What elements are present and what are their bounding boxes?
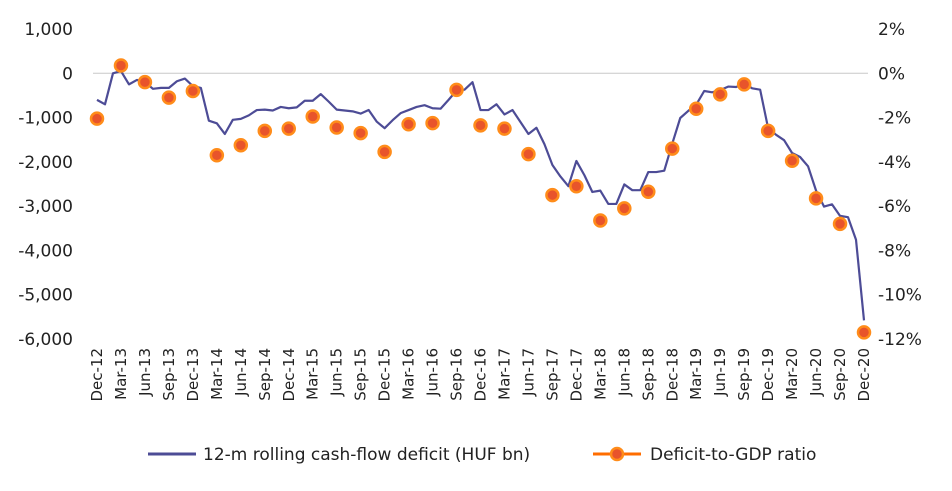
right-tick-label: -8% xyxy=(878,241,911,261)
deficit-to-gdp-point xyxy=(305,109,320,124)
deficit-to-gdp-point xyxy=(545,187,560,203)
deficit-to-gdp-point xyxy=(137,74,153,90)
deficit-to-gdp-point xyxy=(233,138,249,153)
deficit-to-gdp-point xyxy=(521,146,536,162)
x-tick-label: Sep-16 xyxy=(448,348,466,401)
legend-label-ratio: Deficit-to-GDP ratio xyxy=(650,445,816,465)
deficit-to-gdp-point xyxy=(185,83,201,99)
deficit-to-gdp-point xyxy=(329,120,344,135)
deficit-to-gdp-point xyxy=(736,77,752,92)
x-tick-label: Dec-17 xyxy=(567,348,585,402)
deficit-to-gdp-point xyxy=(473,118,488,133)
x-tick-label: Mar-15 xyxy=(304,348,322,400)
x-tick-label: Dec-14 xyxy=(280,348,298,402)
deficit-to-gdp-point xyxy=(784,153,800,168)
deficit-to-gdp-point xyxy=(712,87,728,102)
x-tick-label: Sep-14 xyxy=(256,348,274,401)
x-tick-label: Sep-15 xyxy=(352,348,370,401)
x-tick-label: Mar-17 xyxy=(495,348,513,400)
left-tick-label: -1,000 xyxy=(18,109,73,129)
x-tick-label: Dec-16 xyxy=(472,348,490,402)
deficit-to-gdp-point xyxy=(377,144,392,160)
deficit-to-gdp-point xyxy=(688,101,704,116)
x-tick-label: Sep-17 xyxy=(543,348,561,401)
x-tick-label: Jun-14 xyxy=(232,348,250,397)
deficit-to-gdp-point xyxy=(449,82,464,98)
left-tick-label: -6,000 xyxy=(18,330,73,350)
series-line-cash-flow-deficit xyxy=(96,69,866,321)
left-tick-label: -5,000 xyxy=(18,286,73,306)
x-tick-label: Jun-17 xyxy=(519,348,537,397)
right-tick-label: -2% xyxy=(878,109,911,129)
x-tick-label: Jun-20 xyxy=(807,348,825,397)
deficit-to-gdp-point xyxy=(808,191,824,206)
deficit-to-gdp-point xyxy=(161,90,177,105)
x-axis: Dec-12 Mar-13 Jun-13 Sep-13 Dec-13 Mar-14 Jun-… xyxy=(88,72,873,402)
deficit-to-gdp-point xyxy=(113,58,129,73)
right-tick-label: -12% xyxy=(878,330,922,350)
right-tick-label: -4% xyxy=(878,153,911,173)
x-tick-label: Dec-20 xyxy=(855,348,873,402)
deficit-to-gdp-point xyxy=(593,213,608,228)
x-tick-label: Jun-16 xyxy=(424,348,442,397)
deficit-to-gdp-point xyxy=(665,141,680,156)
deficit-to-gdp-point xyxy=(281,121,296,136)
left-tick-label: -2,000 xyxy=(18,153,73,173)
deficit-to-gdp-point xyxy=(569,178,584,194)
x-tick-label: Mar-14 xyxy=(208,348,226,400)
deficit-to-gdp-point xyxy=(209,147,225,163)
x-tick-label: Sep-18 xyxy=(639,348,657,401)
deficit-to-gdp-point xyxy=(641,184,656,199)
x-tick-label: Mar-13 xyxy=(112,348,130,400)
right-tick-label: -10% xyxy=(878,286,922,306)
left-tick-label: -3,000 xyxy=(18,197,73,217)
x-tick-label: Jun-19 xyxy=(711,348,729,397)
plot-area xyxy=(89,58,872,340)
legend-marker-swatch xyxy=(609,446,625,462)
deficit-to-gdp-point xyxy=(353,125,368,141)
x-tick-label: Dec-13 xyxy=(184,348,202,402)
deficit-to-gdp-point xyxy=(760,123,776,139)
x-tick-label: Sep-13 xyxy=(160,348,178,401)
deficit-to-gdp-point xyxy=(89,111,105,126)
x-tick-label: Mar-16 xyxy=(400,348,418,400)
x-tick-label: Jun-13 xyxy=(136,348,154,397)
right-tick-label: 0% xyxy=(878,64,905,84)
right-tick-label: 2% xyxy=(878,20,905,40)
deficit-to-gdp-point xyxy=(832,216,848,232)
deficit-to-gdp-point xyxy=(257,123,273,139)
x-tick-label: Dec-18 xyxy=(663,348,681,402)
deficit-to-gdp-point xyxy=(497,121,512,136)
deficit-to-gdp-point xyxy=(401,116,416,132)
x-tick-label: Dec-15 xyxy=(376,348,394,402)
x-tick-label: Sep-19 xyxy=(735,348,753,401)
x-tick-label: Sep-20 xyxy=(831,348,849,401)
x-tick-label: Mar-20 xyxy=(783,348,801,400)
left-tick-label: -4,000 xyxy=(18,241,73,261)
x-tick-label: Dec-19 xyxy=(759,348,777,402)
deficit-to-gdp-point xyxy=(856,325,872,340)
x-tick-label: Jun-18 xyxy=(615,348,633,397)
deficit-to-gdp-point xyxy=(617,201,632,216)
left-tick-label: 1,000 xyxy=(24,20,73,40)
x-tick-label: Mar-18 xyxy=(591,348,609,400)
deficit-to-gdp-point xyxy=(425,115,440,131)
x-tick-label: Jun-15 xyxy=(328,348,346,397)
x-tick-label: Mar-19 xyxy=(687,348,705,400)
legend: 12-m rolling cash-flow deficit (HUF bn) … xyxy=(148,445,816,465)
legend-label-deficit: 12-m rolling cash-flow deficit (HUF bn) xyxy=(203,445,530,465)
left-tick-label: 0 xyxy=(62,64,73,84)
x-tick-label: Dec-12 xyxy=(88,348,106,402)
left-y-axis: 1,000 0 -1,000 -2,000 -3,000 -4,000 -5,000 -6,0… xyxy=(18,20,73,350)
right-tick-label: -6% xyxy=(878,197,911,217)
right-y-axis: 2% 0% -2% -4% -6% -8% -10% -12% xyxy=(878,20,922,350)
